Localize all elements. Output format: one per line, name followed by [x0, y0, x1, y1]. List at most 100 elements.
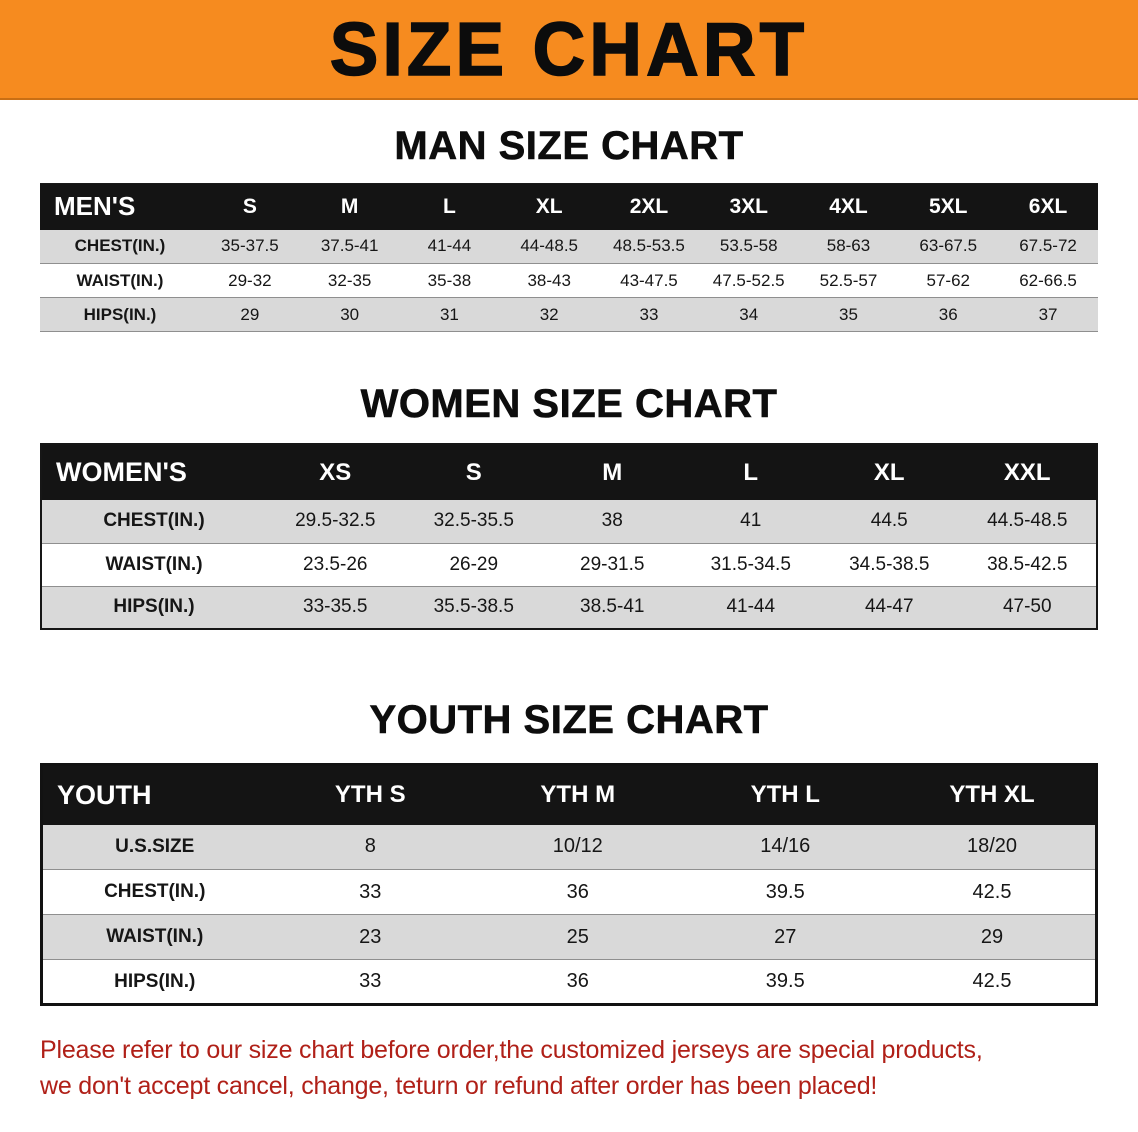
row-label-cell: WAIST(IN.): [105, 553, 203, 575]
size-header-cell: L: [681, 444, 820, 500]
size-header-cell: YTH M: [474, 764, 682, 825]
value-cell: 29: [980, 925, 1004, 948]
value-cell: 8: [364, 835, 376, 858]
value-cell: 33: [639, 304, 659, 324]
table-header-row: MEN'S S M L XL 2XL 3XL 4XL 5XL 6XL: [40, 183, 1098, 230]
value-cell: 36: [566, 970, 589, 992]
value-cell: 35: [839, 304, 858, 324]
value-cell: 44-47: [864, 596, 914, 618]
value-cell: 53.5-58: [719, 236, 778, 256]
size-chart-page: SIZE CHART MAN SIZE CHART MEN'S S M L XL 2XL 3…: [0, 0, 1138, 1105]
value-cell: 38: [601, 510, 623, 532]
table-row: WAIST(IN.) 23 25 27 29: [41, 914, 1097, 960]
value-cell: 26-29: [449, 553, 499, 575]
table-row: WAIST(IN.) 29-32 32-35 35-38 38-43 43-47.5 47.…: [40, 264, 1098, 298]
size-header-cell: M: [543, 444, 682, 500]
size-header-cell: XS: [266, 444, 405, 500]
size-header-cell: 3XL: [698, 183, 799, 230]
value-cell: 44.5: [870, 510, 908, 532]
size-header-cell: 4XL: [798, 183, 899, 230]
value-cell: 32: [539, 304, 559, 324]
value-cell: 29: [240, 304, 260, 324]
content: MAN SIZE CHART MEN'S S M L XL 2XL 3XL 4XL 5XL 6XL…: [0, 124, 1138, 1105]
table-row: HIPS(IN.) 33-35.5 35.5-38.5 38.5-41 41-44 44-…: [41, 586, 1097, 629]
size-header-cell: S: [200, 183, 300, 230]
value-cell: 32-35: [327, 270, 372, 290]
value-cell: 27: [774, 925, 797, 948]
row-label-cell: HIPS(IN.): [113, 596, 195, 618]
disclaimer-line-1: Please refer to our size chart before or…: [40, 1036, 983, 1064]
size-header-cell: S: [404, 444, 543, 500]
table-header-row: YOUTH YTH S YTH M YTH L YTH XL: [41, 764, 1097, 825]
value-cell: 67.5-72: [1019, 236, 1077, 256]
men-section: MAN SIZE CHART MEN'S S M L XL 2XL 3XL 4XL 5XL 6XL…: [40, 124, 1098, 332]
row-label-cell: CHEST(IN.): [74, 236, 166, 256]
value-cell: 37.5-41: [320, 236, 379, 256]
value-cell: 62-66.5: [1019, 270, 1077, 290]
size-header-cell: L: [399, 183, 500, 230]
value-cell: 35-38: [427, 270, 472, 290]
value-cell: 44.5-48.5: [987, 510, 1068, 532]
value-cell: 33: [359, 880, 382, 903]
value-cell: 31: [439, 304, 459, 324]
size-header-cell: YTH S: [266, 764, 474, 825]
value-cell: 44-48.5: [520, 236, 579, 256]
row-label-cell: CHEST(IN.): [103, 510, 205, 532]
value-cell: 31.5-34.5: [710, 553, 791, 575]
value-cell: 42.5: [972, 880, 1012, 903]
row-label-cell: HIPS(IN.): [83, 304, 157, 324]
size-header-cell: XL: [820, 444, 959, 500]
table-row: WAIST(IN.) 23.5-26 26-29 29-31.5 31.5-34.5 34…: [41, 543, 1097, 586]
youth-section-heading: YOUTH SIZE CHART: [369, 698, 769, 743]
value-cell: 25: [566, 925, 589, 948]
value-cell: 23: [359, 925, 382, 948]
value-cell: 29.5-32.5: [295, 510, 376, 532]
value-cell: 29-31.5: [580, 553, 645, 575]
table-row: CHEST(IN.) 29.5-32.5 32.5-35.5 38 41 44.5 44.5…: [41, 500, 1097, 543]
disclaimer-text: Please refer to our size chart before or…: [40, 1032, 1098, 1105]
value-cell: 33-35.5: [303, 596, 368, 618]
value-cell: 39.5: [765, 880, 805, 903]
value-cell: 41: [740, 510, 762, 532]
table-title-cell: YOUTH: [41, 764, 267, 825]
size-header-cell: 2XL: [599, 183, 699, 230]
value-cell: 37: [1038, 304, 1058, 324]
size-header-cell: 6XL: [998, 183, 1098, 230]
value-cell: 58-63: [826, 236, 871, 256]
value-cell: 29-32: [228, 270, 272, 290]
value-cell: 63-67.5: [919, 236, 978, 256]
banner: SIZE CHART: [0, 0, 1138, 100]
value-cell: 23.5-26: [303, 553, 368, 575]
value-cell: 32.5-35.5: [433, 510, 514, 532]
disclaimer-line-2: we don't accept cancel, change, teturn o…: [40, 1072, 878, 1101]
size-header-cell: 5XL: [898, 183, 999, 230]
size-header-cell: YTH XL: [889, 764, 1097, 825]
size-header-cell: XL: [499, 183, 600, 230]
table-row: HIPS(IN.) 29 30 31 32 33 34 35 36 37: [40, 297, 1098, 332]
value-cell: 47-50: [1002, 596, 1052, 618]
size-header-cell: M: [299, 183, 400, 230]
value-cell: 14/16: [760, 835, 811, 858]
men-size-table: MEN'S S M L XL 2XL 3XL 4XL 5XL 6XL CHEST(IN.) 35-37…: [40, 183, 1098, 332]
row-label-cell: CHEST(IN.): [104, 881, 206, 902]
value-cell: 41-44: [726, 596, 776, 618]
youth-section: YOUTH SIZE CHART YOUTH YTH S YTH M YTH L YTH…: [40, 698, 1098, 1006]
row-label-cell: HIPS(IN.): [114, 970, 196, 992]
value-cell: 34.5-38.5: [849, 553, 930, 575]
table-row: CHEST(IN.) 35-37.5 37.5-41 41-44 44-48.5 48.5…: [40, 229, 1098, 264]
value-cell: 42.5: [972, 970, 1012, 992]
table-title-cell: WOMEN'S: [41, 444, 266, 500]
value-cell: 41-44: [427, 236, 472, 256]
table-row: CHEST(IN.) 33 36 39.5 42.5: [41, 870, 1097, 915]
women-section: WOMEN SIZE CHART WOMEN'S XS S M L XL XXL CHEST(…: [40, 382, 1098, 630]
value-cell: 35.5-38.5: [433, 596, 514, 618]
value-cell: 52.5-57: [819, 270, 878, 290]
value-cell: 36: [938, 304, 958, 324]
row-label-cell: U.S.SIZE: [115, 835, 195, 857]
banner-title: SIZE CHART: [329, 6, 809, 92]
size-header-cell: XXL: [958, 444, 1097, 500]
value-cell: 43-47.5: [620, 270, 678, 290]
table-title-cell: MEN'S: [40, 183, 200, 230]
row-label-cell: WAIST(IN.): [106, 926, 204, 947]
women-size-table: WOMEN'S XS S M L XL XXL CHEST(IN.) 29.5-32.5 32.5…: [40, 443, 1098, 630]
